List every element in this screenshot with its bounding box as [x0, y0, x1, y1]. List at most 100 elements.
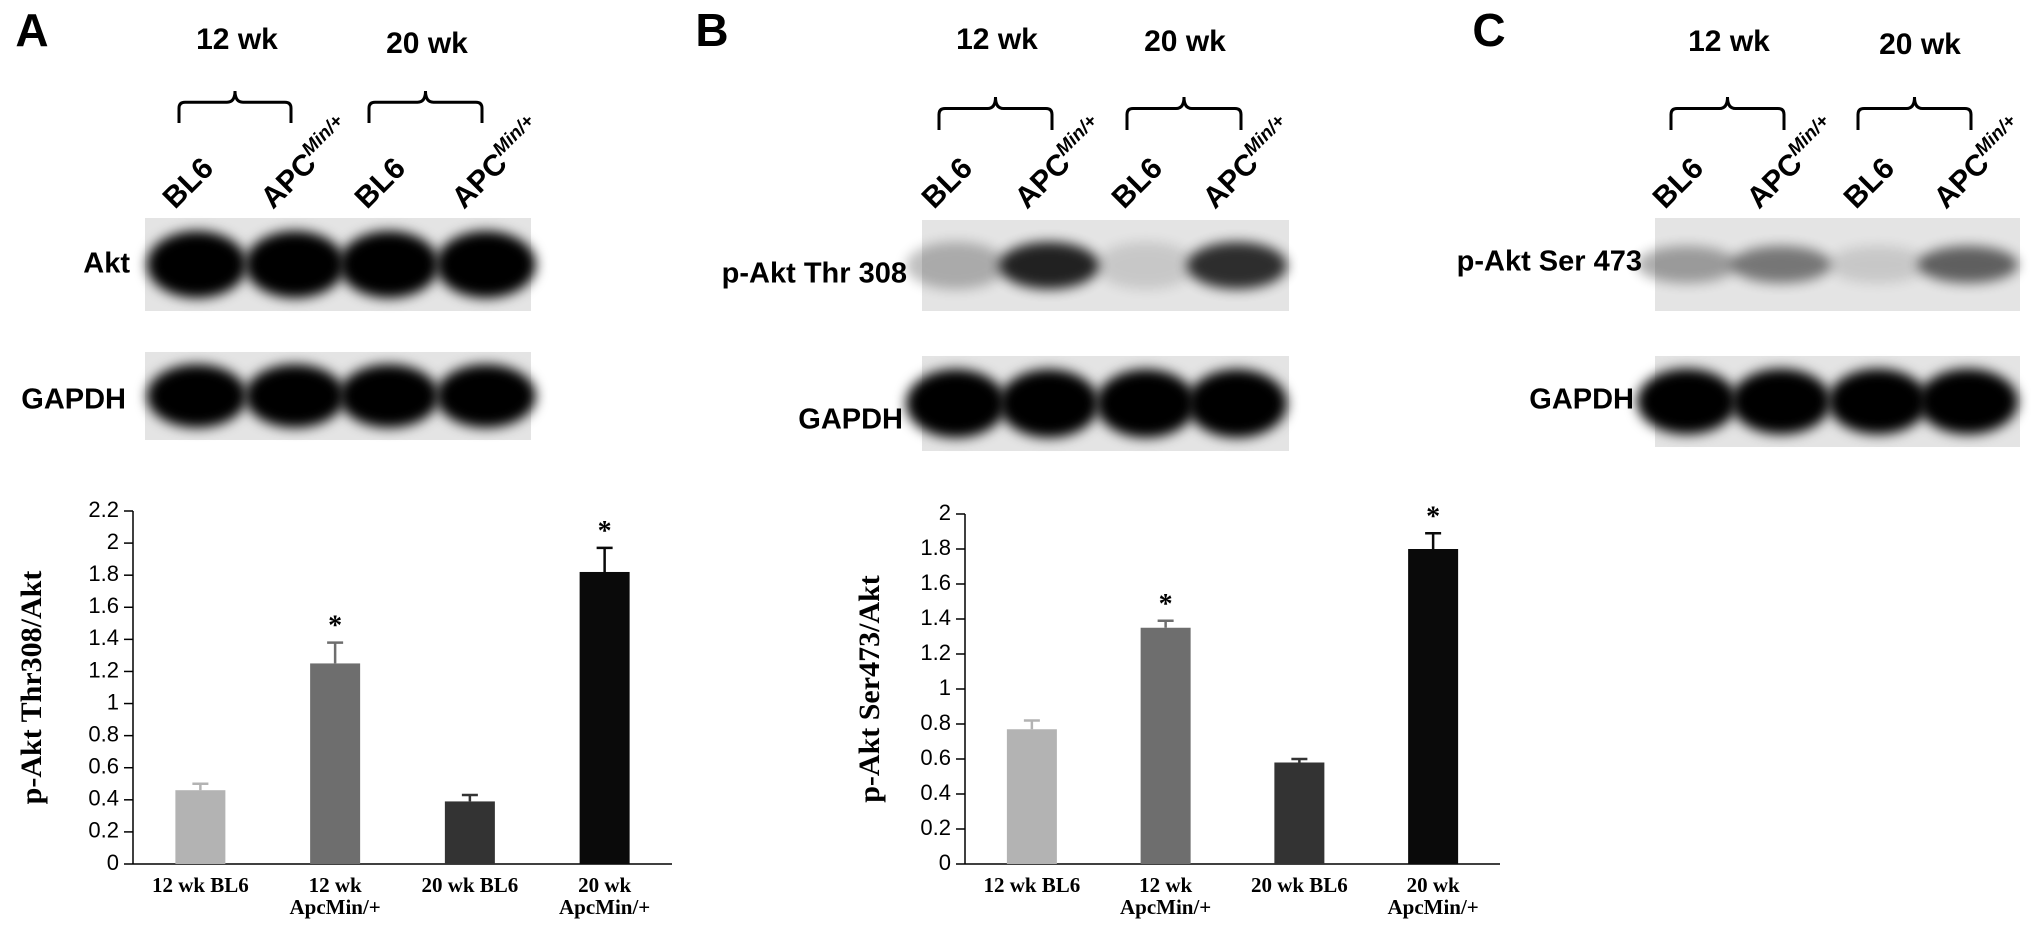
significance-marker: *	[1159, 589, 1173, 620]
lane-label: APCMin/+	[444, 111, 548, 215]
lane-label: BL6	[349, 152, 412, 215]
lane-superscript: Min/+	[1052, 111, 1102, 161]
x-tick-label: 20 wk ApcMin/+	[1387, 873, 1478, 919]
lane-label: APCMin/+	[1739, 111, 1843, 215]
lane-label: BL6	[157, 152, 220, 215]
blot-band	[339, 231, 439, 298]
significance-marker: *	[1426, 501, 1440, 532]
x-tick-label-line: 12 wk	[1139, 873, 1192, 897]
blot-bands	[147, 364, 536, 428]
lane-superscript: Min/+	[1971, 111, 2021, 161]
error-bar	[192, 782, 209, 791]
lane-label: BL6	[1647, 152, 1710, 215]
lane-label: APCMin/+	[1926, 111, 2030, 215]
error-bar	[1157, 619, 1174, 628]
x-tick-label: 20 wk BL6	[1251, 873, 1348, 897]
blot-band	[1828, 245, 1928, 284]
y-tick-label: 1	[107, 689, 119, 714]
x-tick-label-line: ApcMin/+	[1387, 895, 1478, 919]
lane-label: APCMin/+	[253, 111, 357, 215]
lane-label: BL6	[1838, 152, 1901, 215]
y-axis-title: p-Akt Thr308/Akt	[15, 571, 48, 805]
x-tick-label: 12 wk BL6	[983, 873, 1080, 897]
y-tick-label: 0	[939, 850, 951, 875]
blot-band	[147, 231, 247, 298]
blot-band	[1096, 369, 1196, 438]
bar	[1274, 762, 1325, 864]
blot-band	[1731, 245, 1831, 284]
y-tick-label: 0.4	[88, 786, 119, 811]
blot-label: GAPDH	[21, 384, 126, 416]
blot-band	[999, 369, 1099, 438]
blot-bands	[906, 369, 1287, 438]
group-bracket	[367, 90, 484, 123]
x-tick-label: 12 wk ApcMin/+	[1120, 873, 1211, 919]
blot-band	[1187, 241, 1287, 290]
y-tick-label: 1.8	[920, 535, 951, 560]
y-tick-label: 1.4	[920, 605, 951, 630]
lane-name: BL6	[1647, 152, 1710, 215]
lane-name: BL6	[916, 152, 979, 215]
blot-band	[906, 241, 1006, 290]
y-tick-label: 0	[107, 850, 119, 875]
error-bar	[327, 641, 344, 664]
lane-superscript: Min/+	[1240, 111, 1290, 161]
blot-bands	[1637, 368, 2018, 435]
lane-name: BL6	[157, 152, 220, 215]
group-bracket	[1669, 96, 1786, 130]
bar	[579, 571, 630, 864]
bar	[175, 790, 226, 864]
blot-band	[339, 364, 439, 428]
blot-label: GAPDH	[1529, 384, 1634, 416]
y-tick-label: 0.8	[88, 721, 119, 746]
x-tick-label: 12 wk BL6	[152, 873, 249, 897]
bar	[444, 801, 495, 864]
bar	[1140, 627, 1191, 864]
group-bracket	[1125, 96, 1243, 130]
y-tick-label: 1	[939, 675, 951, 700]
blot-band	[1731, 368, 1831, 435]
y-tick-label: 1.6	[920, 570, 951, 595]
bar	[310, 663, 361, 864]
group-bracket	[1856, 96, 1973, 130]
y-tick-label: 1.6	[88, 593, 119, 618]
group-label: 12 wk	[956, 23, 1038, 56]
panel-letter: A	[15, 4, 48, 56]
y-tick-label: 2	[939, 500, 951, 525]
y-tick-label: 1.2	[88, 657, 119, 682]
lane-name: BL6	[1106, 152, 1169, 215]
x-tick-label: 12 wk ApcMin/+	[289, 873, 380, 919]
lane-superscript: Min/+	[298, 111, 348, 161]
lane-label: APCMin/+	[1007, 111, 1111, 215]
x-tick-label: 20 wk ApcMin/+	[559, 873, 650, 919]
error-bar	[1425, 532, 1442, 549]
lane-label: APCMin/+	[1195, 111, 1299, 215]
blot-band	[245, 364, 345, 428]
error-bar	[1291, 757, 1308, 763]
error-bar	[1023, 719, 1040, 730]
lane-label: BL6	[1106, 152, 1169, 215]
blot-band	[999, 241, 1099, 290]
y-tick-label: 0.6	[920, 745, 951, 770]
lane-name: BL6	[1838, 152, 1901, 215]
blot-band	[147, 364, 247, 428]
y-tick-label: 1.8	[88, 561, 119, 586]
blot-band	[436, 231, 536, 298]
y-tick-label: 0.8	[920, 710, 951, 735]
blot-band	[1918, 245, 2018, 284]
blot-band	[1828, 368, 1928, 435]
lane-label: BL6	[916, 152, 979, 215]
blot-band	[906, 369, 1006, 438]
group-bracket	[177, 90, 293, 123]
blot-label: p-Akt Thr 308	[722, 258, 907, 290]
blot-bands	[1637, 245, 2018, 284]
lane-name: BL6	[349, 152, 412, 215]
panel-letter: B	[695, 4, 728, 56]
blot-label: GAPDH	[798, 404, 903, 436]
bar	[1006, 729, 1057, 864]
bar	[1408, 549, 1459, 864]
y-axis-title: p-Akt Ser473/Akt	[853, 575, 886, 803]
group-label: 12 wk	[1688, 25, 1770, 58]
